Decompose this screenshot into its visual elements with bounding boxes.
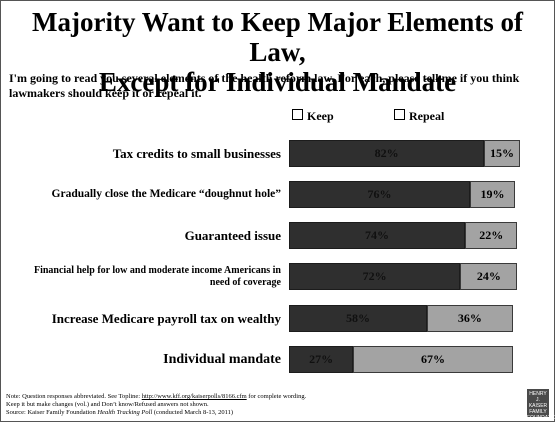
keep-swatch (292, 109, 303, 120)
repeal-value-label: 36% (457, 311, 482, 325)
title-line-2: Except for Individual Mandate (98, 67, 457, 97)
source-poll-name: Health Tracking Poll (97, 409, 153, 416)
legend-keep-label: Keep (307, 109, 334, 123)
repeal-value-label: 67% (420, 352, 445, 366)
bar-repeal: 24% (460, 263, 518, 290)
logo-line-4: FOUNDATION (527, 415, 557, 421)
note-prefix: Note: Question responses abbreviated. Se… (6, 393, 142, 400)
bar-row: 74% 22% (289, 222, 527, 249)
bar-row: 27% 67% (289, 346, 527, 373)
category-label: Tax credits to small businesses (112, 146, 281, 161)
logo-line-2: KAISER (528, 403, 548, 409)
bar-repeal: 22% (465, 222, 518, 249)
repeal-value-label: 24% (476, 269, 501, 283)
bar-repeal: 36% (427, 305, 513, 332)
kaiser-logo: THE HENRY J. KAISER FAMILY FOUNDATION (527, 385, 557, 421)
note-suffix: for complete wording. (246, 393, 307, 400)
chart-title: Majority Want to Keep Major Elements of … (1, 7, 554, 97)
legend-item-repeal: Repeal (394, 109, 444, 123)
keep-value-label: 58% (346, 311, 371, 325)
note-line-2: Keep it but make changes (vol.) and Don’… (6, 401, 209, 408)
repeal-value-label: 22% (479, 228, 504, 242)
category-label: Gradually close the Medicare “doughnut h… (51, 187, 281, 200)
bar-keep: 82% (289, 140, 485, 167)
logo-line-3: FAMILY (529, 409, 547, 415)
footnotes: Note: Question responses abbreviated. Se… (6, 393, 306, 417)
title-line-1: Majority Want to Keep Major Elements of … (32, 7, 523, 67)
bar-keep: 27% (289, 346, 354, 373)
source-suffix: (conducted March 8-13, 2011) (152, 409, 234, 416)
bar-row: 82% 15% (289, 140, 527, 167)
legend-item-keep: Keep (292, 109, 334, 123)
bar-keep: 72% (289, 263, 461, 290)
category-label: Individual mandate (163, 351, 281, 367)
bar-repeal: 19% (469, 181, 516, 208)
question-text: I'm going to read you several elements o… (9, 71, 520, 100)
bar-row: 72% 24% (289, 263, 527, 290)
category-label: Guaranteed issue (184, 228, 281, 243)
repeal-swatch (394, 109, 405, 120)
bar-row: 76% 19% (289, 181, 527, 208)
keep-value-label: 82% (374, 146, 399, 160)
source-prefix: Source: Kaiser Family Foundation (6, 409, 98, 416)
note-line-3: Source: Kaiser Family Foundation Health … (6, 409, 306, 417)
bar-repeal: 15% (484, 140, 520, 167)
keep-value-label: 27% (309, 352, 334, 366)
bar-keep: 58% (289, 305, 428, 332)
bar-repeal: 67% (353, 346, 513, 373)
keep-value-label: 74% (365, 228, 390, 242)
logo-line-1: THE HENRY J. (529, 385, 547, 403)
repeal-value-label: 15% (490, 146, 514, 160)
category-label: Increase Medicare payroll tax on wealthy (51, 311, 281, 326)
bar-row: 58% 36% (289, 305, 527, 332)
category-label: Financial help for low and moderate inco… (33, 264, 281, 288)
topline-link[interactable]: http://www.kff.org/kaiserpolls/8166.cfm (141, 393, 247, 400)
keep-value-label: 72% (362, 269, 387, 283)
bar-keep: 76% (289, 181, 470, 208)
repeal-value-label: 19% (480, 187, 505, 201)
legend-repeal-label: Repeal (409, 109, 445, 123)
bar-keep: 74% (289, 222, 466, 249)
note-line-1: Note: Question responses abbreviated. Se… (6, 393, 306, 401)
keep-value-label: 76% (367, 187, 392, 201)
